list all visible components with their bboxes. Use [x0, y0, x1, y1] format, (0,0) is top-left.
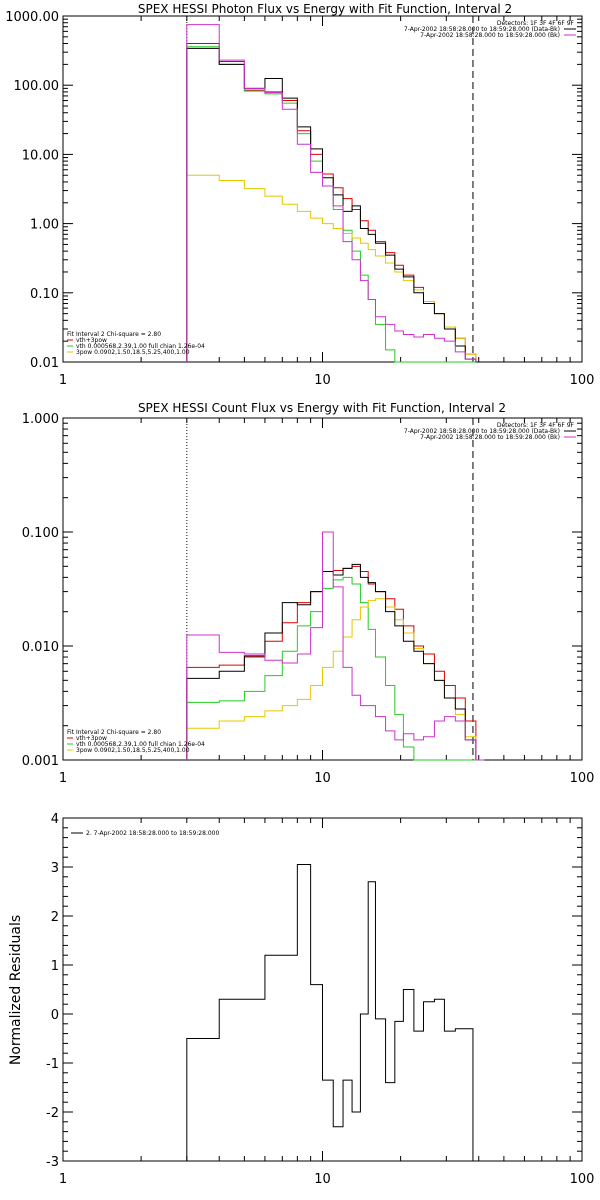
- y-tick-label: -3: [46, 1155, 59, 1170]
- legend-text: vth+3pow: [76, 735, 107, 742]
- x-tick-label: 100: [570, 373, 595, 388]
- axes: 1 10 100 0.001 0.010 0.100 1.000: [22, 412, 595, 786]
- series-residuals-line: [186, 864, 474, 1161]
- legend-text: 7-Apr-2002 18:58:28.000 to 18:59:28.000 …: [404, 428, 560, 435]
- data-layer: [186, 531, 485, 761]
- count-flux-panel: SPEX HESSI Count Flux vs Energy with Fit…: [22, 401, 595, 786]
- legend-text: 2. 7-Apr-2002 18:58:28.000 to 18:59:28.0…: [86, 830, 219, 837]
- x-tick-label: 1: [59, 373, 67, 388]
- legend-text: 3pow 0.0902,1.50,18.5,5.25,400,1.00: [76, 349, 190, 356]
- series-bk-line: [186, 24, 477, 362]
- series-vth-line: [186, 46, 476, 363]
- residuals-panel: Normalized Residuals 1 10 100 -3 -2 -1 0 1 2 3 4 2…: [8, 812, 594, 1187]
- y-tick-label: 0.010: [22, 640, 59, 655]
- y-tick-label: 0.01: [30, 356, 59, 371]
- legend-text: Detectors: 1F 3F 4F 6F 9F: [497, 20, 575, 27]
- y-tick-label: 1.00: [30, 218, 59, 233]
- y-tick-label: 10.00: [22, 148, 59, 163]
- legend-text: 7-Apr-2002 18:58:28.000 to 18:59:28.000 …: [420, 434, 560, 441]
- legend-text: 7-Apr-2002 18:58:28.000 to 18:59:28.000 …: [404, 26, 560, 33]
- series-3pow-line: [186, 598, 485, 761]
- legend-text: vth 0.000568,2.39,1.00 full chian 1.26e-…: [76, 741, 205, 748]
- series-vth-3pow-line: [186, 565, 485, 761]
- series-data-bk-line: [186, 563, 485, 761]
- photon-flux-panel: SPEX HESSI Photon Flux vs Energy with Fi…: [5, 2, 594, 388]
- x-tick-label: 10: [314, 771, 331, 786]
- x-tick-label: 10: [314, 373, 331, 388]
- legend-text: 7-Apr-2002 18:58:28.000 to 18:59:28.000 …: [420, 32, 560, 39]
- series-vth-line: [186, 576, 485, 761]
- x-tick-label: 1: [59, 771, 67, 786]
- legend-text: Fit Interval 2 Chi-square = 2.80: [67, 331, 161, 338]
- y-tick-label: 1000.00: [5, 10, 59, 25]
- x-tick-label: 1: [59, 1172, 67, 1187]
- y-tick-label: -2: [46, 1106, 59, 1121]
- plot-frame: [62, 15, 583, 363]
- legend-text: Detectors: 1F 3F 4F 6F 9F: [497, 422, 575, 429]
- x-tick-label: 10: [314, 1172, 331, 1187]
- y-tick-label: -1: [46, 1057, 59, 1072]
- x-tick-label: 100: [570, 1172, 595, 1187]
- legend: Detectors: 1F 3F 4F 6F 9F7-Apr-2002 18:5…: [67, 422, 576, 754]
- x-tick-label: 100: [570, 771, 595, 786]
- y-tick-label: 2: [51, 910, 59, 925]
- y-tick-label: 1: [51, 959, 59, 974]
- legend: 2. 7-Apr-2002 18:58:28.000 to 18:59:28.0…: [71, 830, 219, 837]
- data-layer: [186, 24, 477, 363]
- series-vth-3pow-line: [186, 43, 477, 362]
- series-bk-line: [186, 531, 485, 761]
- legend-text: vth+3pow: [76, 337, 107, 344]
- y-tick-label: 100.00: [14, 79, 60, 94]
- legend-text: Fit Interval 2 Chi-square = 2.80: [67, 729, 161, 736]
- legend: Detectors: 1F 3F 4F 6F 9F7-Apr-2002 18:5…: [67, 20, 576, 356]
- data-layer: [186, 864, 474, 1161]
- y-tick-label: 1.000: [22, 412, 59, 427]
- legend-text: vth 0.000568,2.39,1.00 full chian 1.26e-…: [76, 343, 205, 350]
- chart-title: SPEX HESSI Count Flux vs Energy with Fit…: [138, 401, 506, 415]
- axes: 1 10 100 -3 -2 -1 0 1 2 3 4: [46, 812, 594, 1187]
- legend-text: 3pow 0.0902,1.50,18.5,5.25,400,1.00: [76, 747, 190, 754]
- series-data-bk-line: [186, 47, 477, 362]
- y-axis-label: Normalized Residuals: [8, 915, 24, 1065]
- y-tick-label: 0.10: [30, 287, 59, 302]
- y-tick-label: 0.001: [22, 754, 59, 769]
- y-tick-label: 3: [51, 861, 59, 876]
- chart-title: SPEX HESSI Photon Flux vs Energy with Fi…: [138, 2, 512, 16]
- y-tick-label: 4: [51, 812, 59, 827]
- y-tick-label: 0.100: [22, 526, 59, 541]
- y-tick-label: 0: [51, 1008, 59, 1023]
